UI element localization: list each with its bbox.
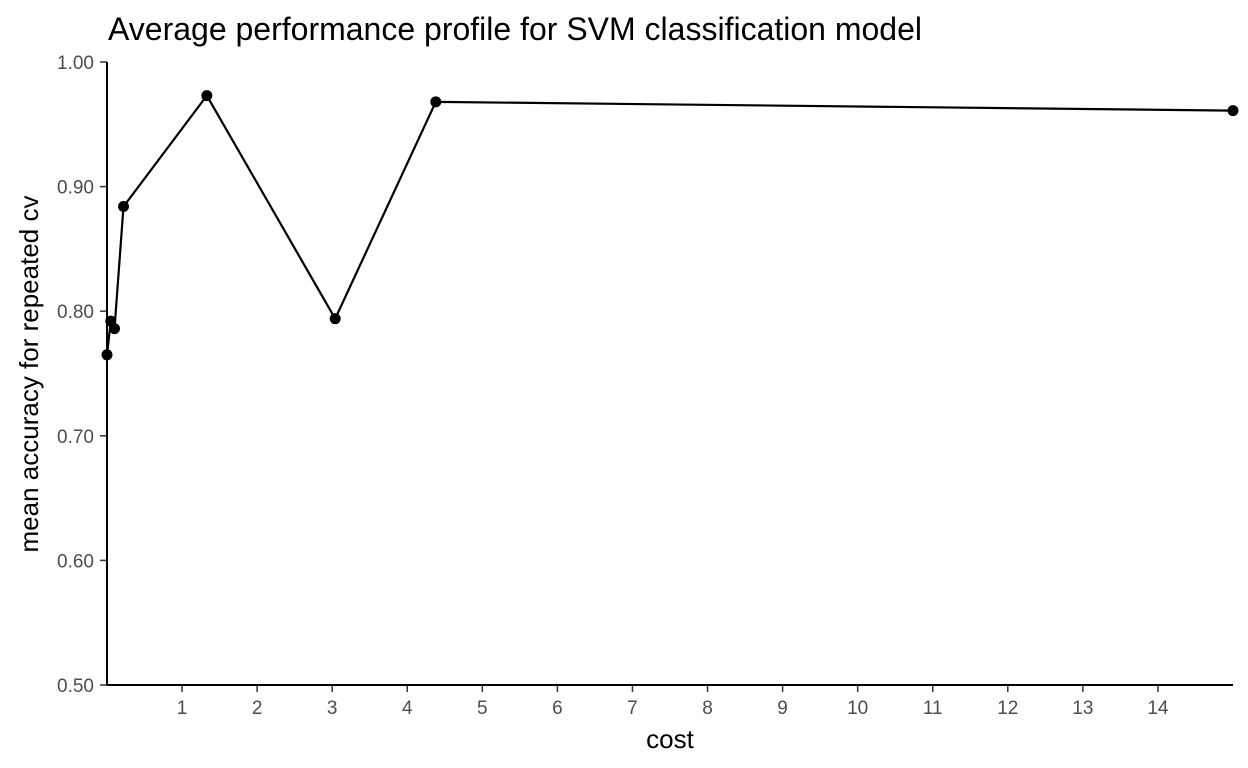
x-axis-ticks: 1 2 3 4 5 6 7 8 9 10 11 12 13 14	[177, 685, 1169, 719]
y-tick-label: 0.90	[57, 178, 94, 199]
y-tick-label: 1.00	[57, 53, 94, 74]
x-tick-label: 12	[997, 698, 1018, 719]
data-point	[118, 201, 130, 213]
x-tick-label: 5	[477, 698, 488, 719]
x-tick-label: 2	[252, 698, 263, 719]
y-axis-title: mean accuracy for repeated cv	[14, 196, 44, 553]
x-tick-label: 13	[1072, 698, 1093, 719]
x-tick-label: 4	[402, 698, 413, 719]
y-tick-label: 0.70	[57, 427, 94, 448]
x-tick-label: 10	[847, 698, 868, 719]
data-point	[329, 313, 341, 325]
x-tick-label: 14	[1147, 698, 1169, 719]
x-tick-label: 11	[923, 698, 943, 719]
chart-title: Average performance profile for SVM clas…	[108, 11, 922, 47]
y-tick-label: 0.60	[57, 551, 94, 572]
data-point	[201, 90, 213, 102]
y-axis-ticks: 0.50 0.60 0.70 0.80 0.90 1.00	[57, 53, 107, 697]
data-point	[430, 96, 442, 108]
data-point	[109, 323, 121, 335]
x-tick-label: 7	[627, 698, 638, 719]
series-line	[105, 93, 1234, 355]
data-point	[1227, 105, 1239, 117]
y-tick-label: 0.50	[57, 676, 94, 697]
x-tick-label: 6	[552, 698, 563, 719]
y-tick-label: 0.80	[57, 302, 94, 323]
x-tick-label: 9	[777, 698, 788, 719]
data-points	[101, 90, 1239, 361]
x-tick-label: 1	[177, 698, 188, 719]
x-tick-label: 3	[327, 698, 338, 719]
x-tick-label: 8	[702, 698, 713, 719]
x-axis-title: cost	[646, 724, 694, 754]
